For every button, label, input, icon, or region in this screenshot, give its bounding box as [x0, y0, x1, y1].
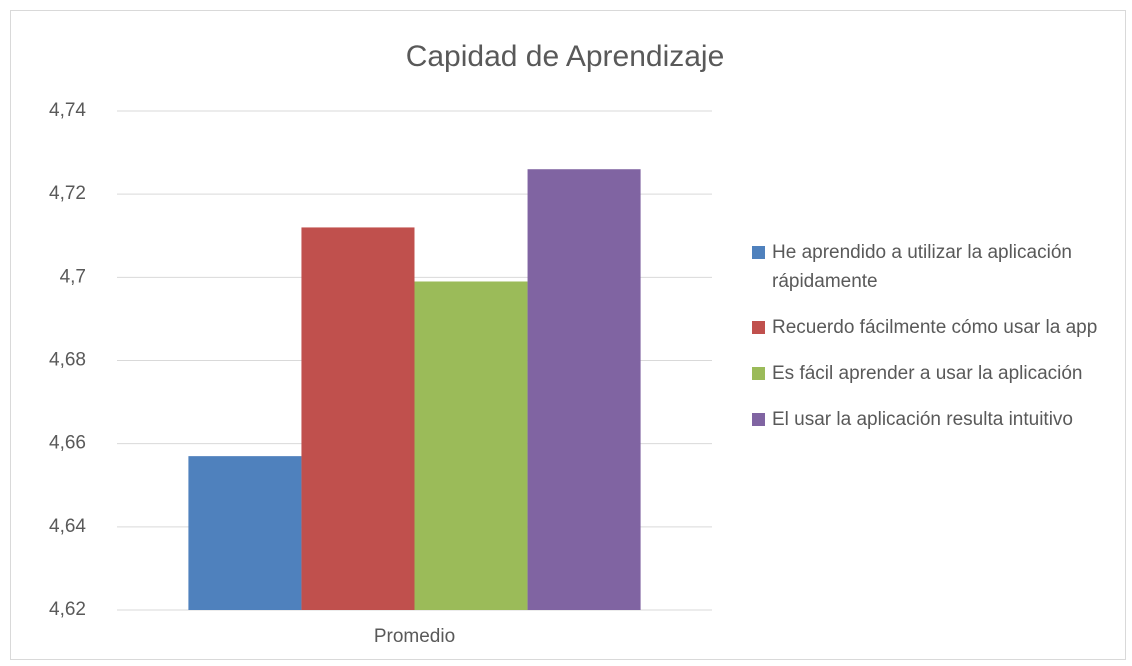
y-tick-label: 4,66: [49, 433, 86, 454]
bar: [414, 281, 528, 610]
y-tick-label: 4,62: [49, 599, 86, 620]
legend-swatch: [752, 321, 765, 334]
x-tick-label: Promedio: [374, 626, 455, 647]
bar: [188, 456, 302, 610]
legend-label: Es fácil aprender a usar la aplicación: [772, 363, 1083, 384]
legend-swatch: [752, 367, 765, 380]
bar: [527, 169, 641, 610]
chart-title: Capidad de Aprendizaje: [406, 40, 725, 73]
legend: He aprendido a utilizar la aplicación rá…: [752, 238, 1122, 451]
y-tick-label: 4,72: [49, 183, 86, 204]
legend-entry: Recuerdo fácilmente cómo usar la app: [752, 313, 1122, 342]
legend-label: El usar la aplicación resulta intuitivo: [772, 409, 1073, 430]
y-tick-label: 4,68: [49, 350, 86, 371]
legend-entry: He aprendido a utilizar la aplicación rá…: [752, 238, 1122, 296]
legend-label: He aprendido a utilizar la aplicación rá…: [772, 242, 1072, 292]
y-tick-label: 4,7: [60, 266, 86, 287]
legend-label: Recuerdo fácilmente cómo usar la app: [772, 317, 1098, 338]
bar: [301, 227, 415, 610]
legend-swatch: [752, 246, 765, 259]
y-tick-label: 4,64: [49, 516, 86, 537]
legend-swatch: [752, 413, 765, 426]
y-tick-label: 4,74: [49, 100, 86, 121]
legend-entry: El usar la aplicación resulta intuitivo: [752, 405, 1122, 434]
legend-entry: Es fácil aprender a usar la aplicación: [752, 359, 1122, 388]
chart-frame: [10, 10, 1126, 660]
